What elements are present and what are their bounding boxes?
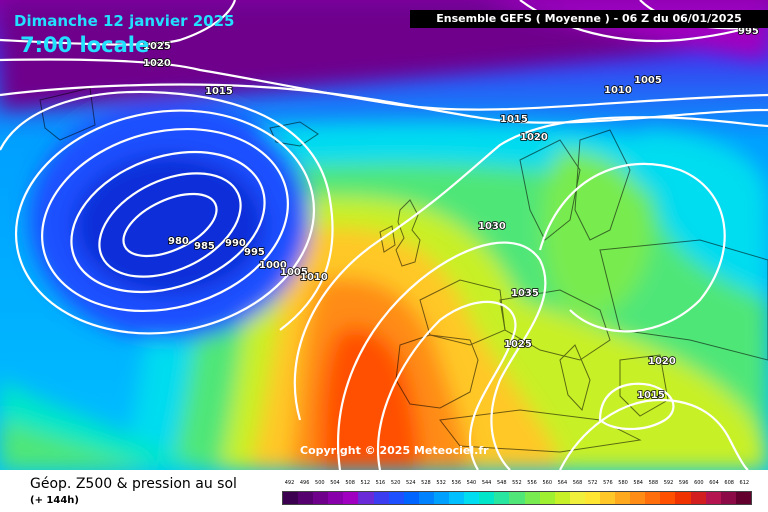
land-outlines <box>39 87 768 453</box>
color-scale-swatch <box>358 492 374 504</box>
isobar-label: 1025 <box>504 339 532 350</box>
color-scale-bar <box>282 491 752 505</box>
color-scale-swatch <box>403 492 419 504</box>
color-scale-label: 540 <box>466 480 477 486</box>
legend-footer: Géop. Z500 & pression au sol (+ 144h) 49… <box>0 470 768 512</box>
color-scale-label: 532 <box>436 480 446 486</box>
color-scale-swatch <box>388 492 404 504</box>
color-scale-swatch <box>298 492 314 504</box>
color-scale-label: 596 <box>678 480 689 486</box>
copyright-notice: Copyright © 2025 Meteociel.fr <box>300 444 489 457</box>
isobar-label: 1000 <box>259 260 287 271</box>
color-scale-label: 612 <box>739 480 750 486</box>
color-scale-swatch <box>720 492 736 504</box>
isobar-label: 980 <box>168 236 189 247</box>
color-scale-label: 524 <box>406 480 416 486</box>
color-scale-swatch <box>584 492 600 504</box>
color-scale-swatch <box>479 492 495 504</box>
lead-time: (+ 144h) <box>30 495 79 506</box>
color-scale-label: 504 <box>330 480 340 486</box>
color-scale-label: 564 <box>557 480 568 486</box>
isobar-label: 1020 <box>648 356 676 367</box>
color-scale-label: 556 <box>527 480 537 486</box>
isobar-label: 1010 <box>300 272 328 283</box>
color-scale-swatch <box>524 492 540 504</box>
parameter-title: Géop. Z500 & pression au sol <box>30 476 237 492</box>
color-scale-swatch <box>433 492 450 504</box>
color-scale-swatch <box>705 492 721 504</box>
color-scale-label: 544 <box>481 480 492 486</box>
color-scale-swatch <box>494 492 510 504</box>
color-scale-swatch <box>599 492 616 504</box>
color-scale-swatch <box>615 492 631 504</box>
color-scale-swatch <box>328 492 344 504</box>
color-scale-label: 608 <box>724 480 734 486</box>
color-scale-swatch <box>313 492 329 504</box>
color-scale-label: 604 <box>709 480 719 486</box>
color-scale-label: 528 <box>421 480 431 486</box>
color-scale-label: 592 <box>663 480 674 486</box>
color-scale-swatch <box>449 492 465 504</box>
color-scale-label: 576 <box>603 480 613 486</box>
isobar-label: 1020 <box>520 132 548 143</box>
color-scale-labels: 492 496 500 504 508 512 516 520 524 528 532 536 540 5… <box>282 480 752 490</box>
color-scale-swatch <box>660 492 676 504</box>
color-scale-label: 508 <box>345 480 355 486</box>
color-scale-label: 580 <box>618 480 628 486</box>
isobar-label: 985 <box>194 241 215 252</box>
color-scale-swatch <box>569 492 585 504</box>
color-scale-swatch <box>554 492 570 504</box>
forecast-time: 7:00 locale <box>20 33 150 57</box>
color-scale-swatch <box>645 492 661 504</box>
color-scale-swatch <box>343 492 359 504</box>
isobar-label: 1010 <box>604 85 632 96</box>
model-run-banner: Ensemble GEFS ( Moyenne ) - 06 Z du 06/0… <box>410 10 768 28</box>
color-scale-swatch <box>735 492 751 504</box>
color-scale-swatch <box>418 492 434 504</box>
color-scale-label: 600 <box>694 480 704 486</box>
isobar-label: 1005 <box>634 75 662 86</box>
isobar-lines <box>0 0 768 470</box>
isobar-label: 1030 <box>478 221 506 232</box>
color-scale-label: 572 <box>587 480 598 486</box>
isobar-label: 1025 <box>143 41 171 52</box>
color-scale-label: 560 <box>542 480 552 486</box>
color-scale-label: 520 <box>390 480 401 486</box>
color-scale-swatch <box>283 492 299 504</box>
color-scale-label: 568 <box>572 480 583 486</box>
color-scale-label: 492 <box>284 480 295 486</box>
color-scale-swatch <box>690 492 706 504</box>
isobar-label: 995 <box>738 26 759 37</box>
color-scale-label: 512 <box>360 480 371 486</box>
isobar-label: 1015 <box>637 390 665 401</box>
color-scale-label: 548 <box>496 480 507 486</box>
isobar-label: 990 <box>225 238 246 249</box>
color-scale-swatch <box>509 492 525 504</box>
color-scale-label: 500 <box>315 480 325 486</box>
isobar-label: 995 <box>244 247 265 258</box>
forecast-date: Dimanche 12 janvier 2025 <box>14 12 235 30</box>
map-area: 1025 1020 1015 980 985 990 995 1000 1005 1010 1015… <box>0 0 768 470</box>
color-scale-swatch <box>675 492 691 504</box>
isobar-label: 1015 <box>500 114 528 125</box>
color-scale-label: 496 <box>299 480 310 486</box>
color-scale-label: 584 <box>633 480 643 486</box>
isobar-label: 1005 <box>280 267 308 278</box>
color-scale-swatch <box>630 492 646 504</box>
color-scale-label: 588 <box>648 480 659 486</box>
color-scale-swatch <box>373 492 389 504</box>
color-scale-label: 516 <box>375 480 386 486</box>
color-scale-swatch <box>464 492 480 504</box>
color-scale-swatch <box>539 492 555 504</box>
color-scale-label: 536 <box>451 480 462 486</box>
isobar-label: 1035 <box>511 288 539 299</box>
isobar-label: 1020 <box>143 58 171 69</box>
isobar-label: 1015 <box>205 86 233 97</box>
color-scale-label: 552 <box>512 480 522 486</box>
